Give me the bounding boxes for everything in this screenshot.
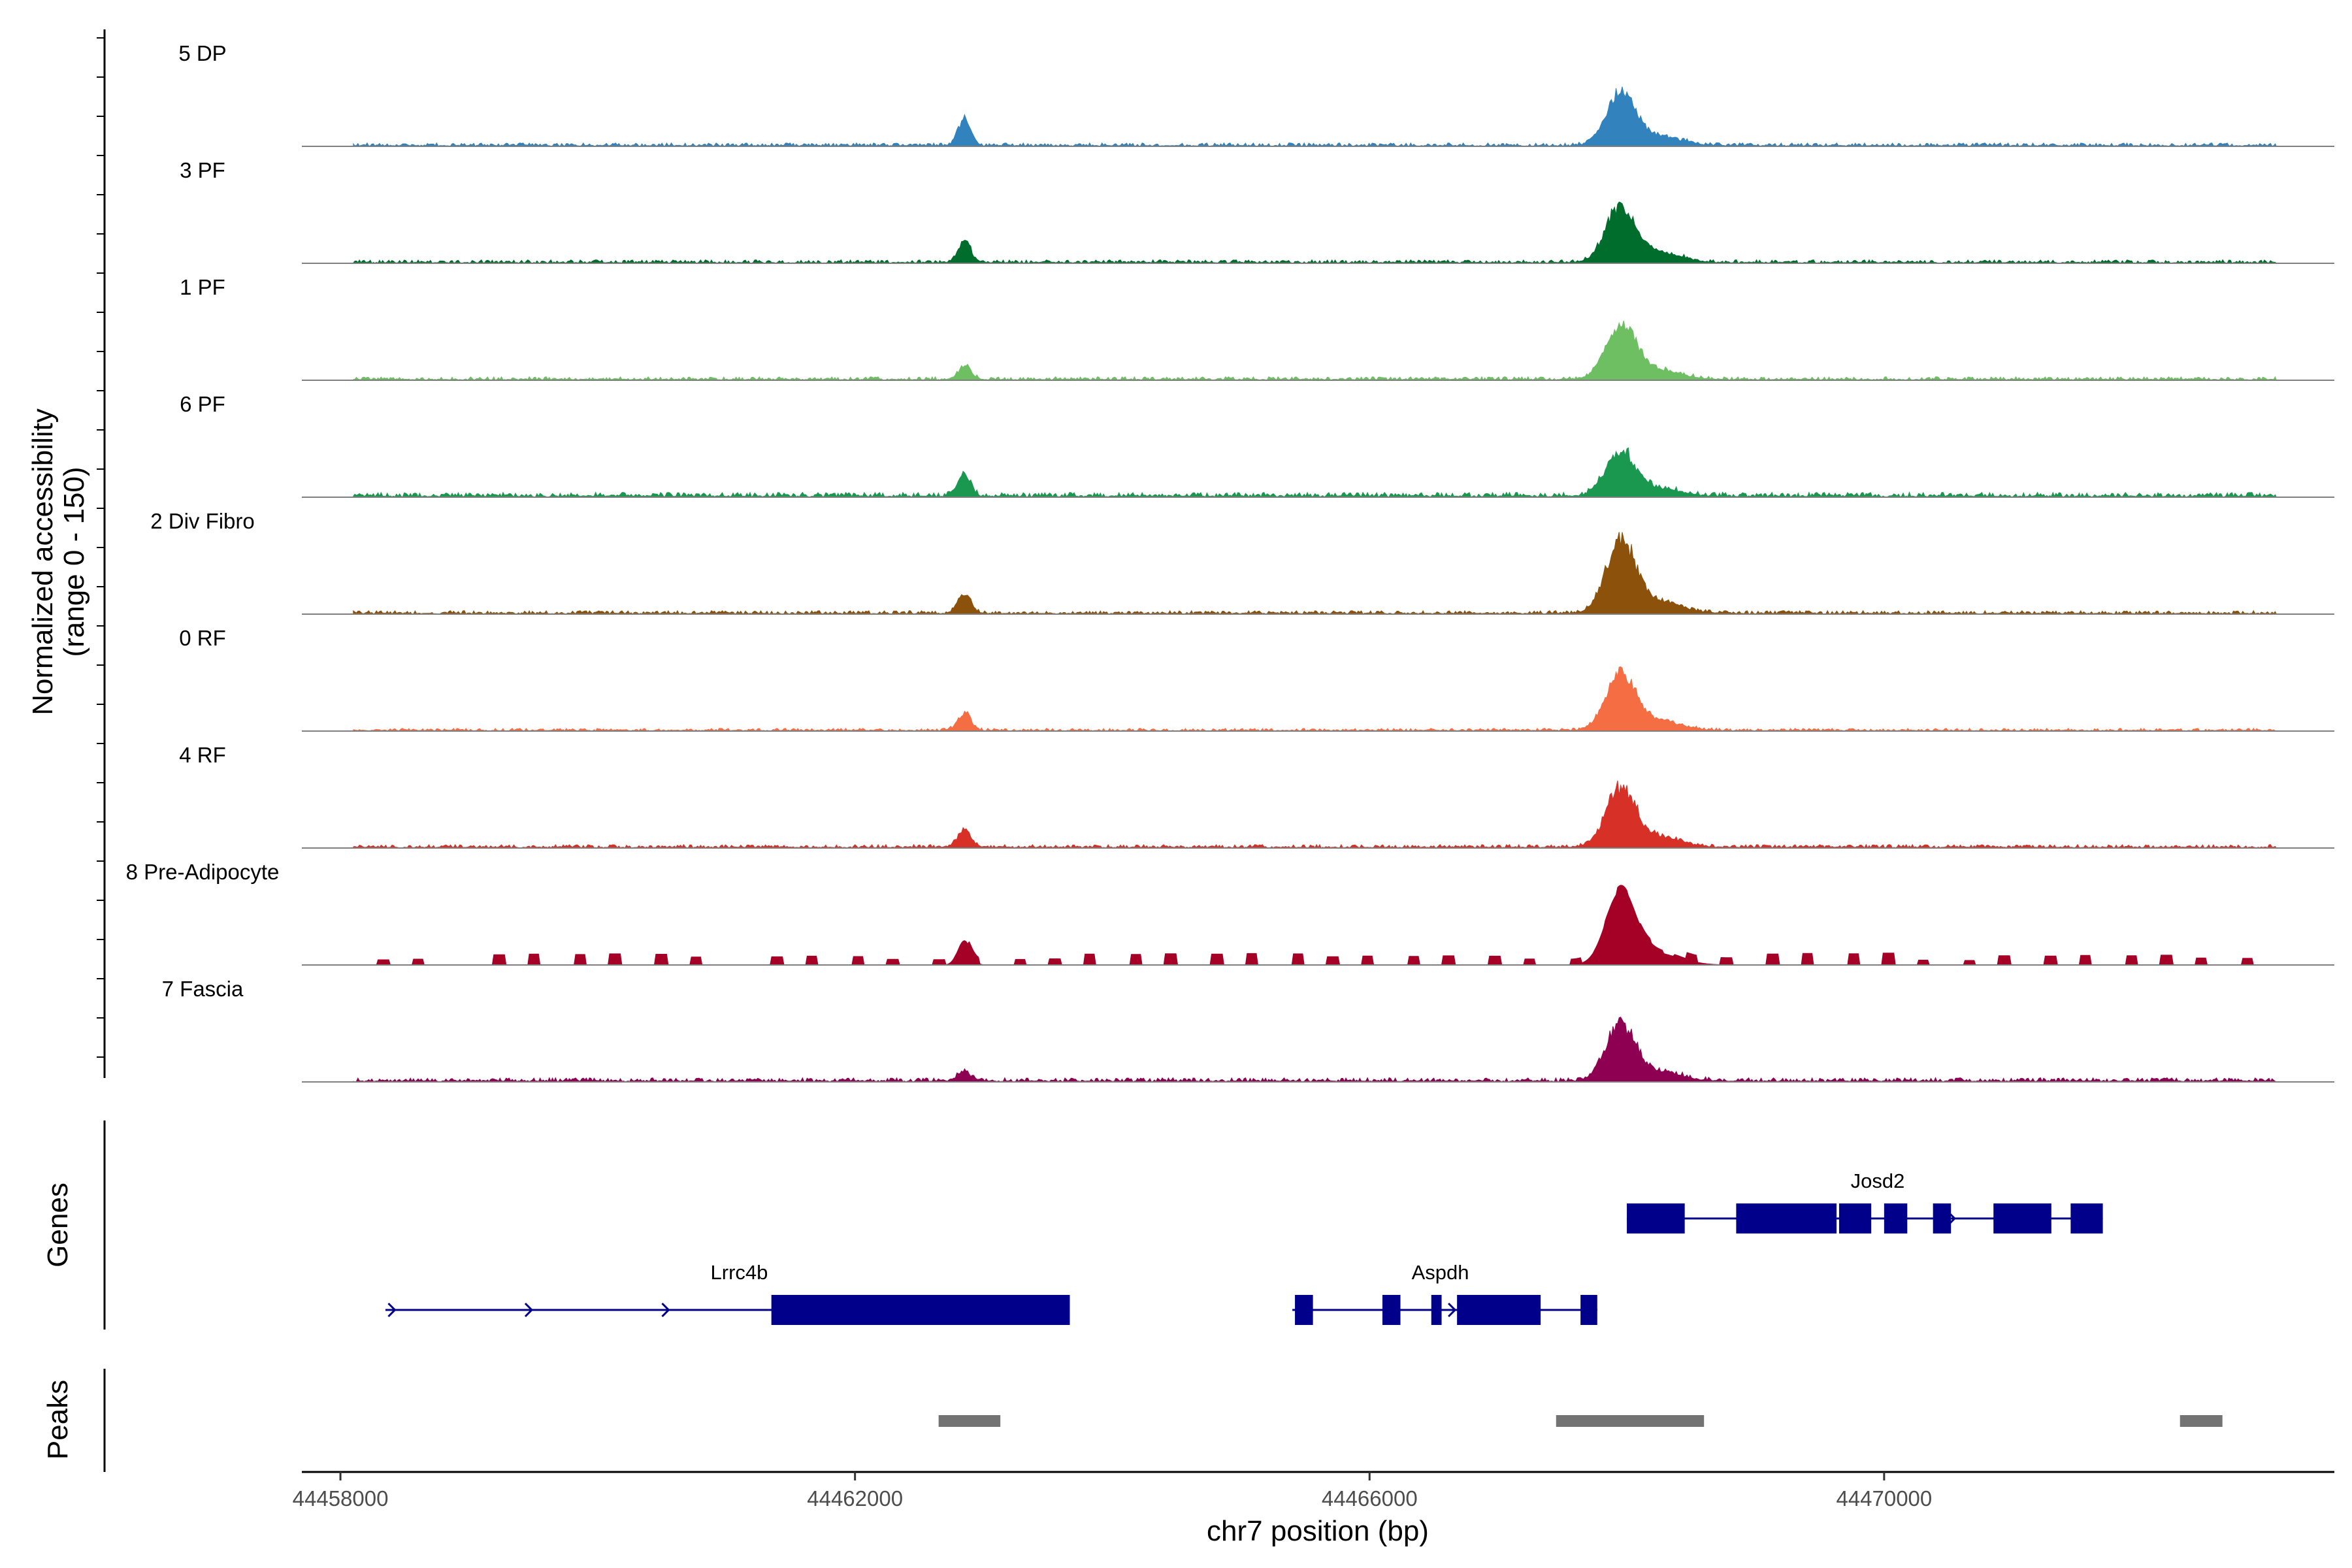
track-3: 6 PF	[180, 392, 2334, 498]
gene-josd2: Josd2	[1627, 1169, 2103, 1233]
coverage-area	[353, 666, 2277, 732]
peak-region	[1556, 1415, 1705, 1427]
track-label: 5 DP	[178, 41, 226, 65]
peaks-panel-label: Peaks	[42, 1380, 74, 1460]
gene-aspdh: Aspdh	[1292, 1261, 1597, 1325]
gene-exon	[1627, 1203, 1685, 1233]
y-axis-title-line2: (range 0 - 150)	[58, 466, 90, 657]
x-tick-label: 44462000	[807, 1486, 903, 1511]
gene-exon	[1457, 1295, 1541, 1325]
gene-exon	[1933, 1203, 1952, 1233]
peak-region	[938, 1415, 1001, 1427]
coverage-area	[353, 201, 2278, 264]
track-label: 6 PF	[180, 392, 225, 416]
track-label: 7 Fascia	[162, 977, 244, 1001]
x-axis-ticks: 44458000 44462000 44466000 44470000	[293, 1472, 1932, 1511]
genes-panel-label: Genes	[42, 1183, 74, 1267]
gene-exon	[1736, 1203, 1837, 1233]
track-label: 1 PF	[180, 275, 225, 299]
x-tick-label: 44466000	[1322, 1486, 1418, 1511]
coverage-area	[353, 532, 2278, 615]
track-1: 3 PF	[180, 158, 2334, 264]
gene-exon	[771, 1295, 1070, 1325]
track-5: 0 RF	[179, 626, 2334, 732]
track-label: 0 RF	[179, 626, 226, 650]
strand-arrow	[1448, 1302, 1457, 1318]
x-tick-label: 44470000	[1836, 1486, 1932, 1511]
coverage-area	[353, 1017, 2277, 1083]
gene-exon	[1431, 1295, 1442, 1325]
coverage-tracks: 5 DP 3 PF 1 PF 6 PF 2 Div Fibro 0 RF 4 RF 8 Pre…	[126, 41, 2334, 1083]
coverage-area	[353, 885, 2277, 966]
gene-label: Aspdh	[1412, 1261, 1469, 1284]
x-axis-title: chr7 position (bp)	[1207, 1515, 1429, 1547]
gene-exon	[1838, 1203, 1872, 1233]
gene-exon	[1295, 1295, 1313, 1325]
coverage-area	[353, 447, 2278, 498]
peak-region	[2180, 1415, 2223, 1427]
coverage-area	[353, 320, 2278, 381]
track-label: 8 Pre-Adipocyte	[126, 860, 280, 884]
coverage-area	[353, 86, 2278, 147]
gene-exon	[1993, 1203, 2051, 1233]
gene-label: Lrrc4b	[711, 1261, 768, 1284]
x-tick-label: 44458000	[293, 1486, 389, 1511]
gene-exon	[1580, 1295, 1597, 1325]
gene-exon	[2070, 1203, 2103, 1233]
strand-arrow	[387, 1302, 397, 1318]
coverage-area	[353, 780, 2278, 849]
track-8: 7 Fascia	[162, 977, 2334, 1083]
gene-exon	[1382, 1295, 1401, 1325]
gene-label: Josd2	[1851, 1169, 1905, 1192]
track-0: 5 DP	[178, 41, 2334, 147]
gene-lrrc4b: Lrrc4b	[385, 1261, 1070, 1325]
strand-arrow	[524, 1302, 534, 1318]
gene-exon	[1884, 1203, 1908, 1233]
strand-arrow	[661, 1302, 670, 1318]
peak-regions	[938, 1415, 2223, 1427]
track-label: 2 Div Fibro	[150, 509, 255, 533]
track-2: 1 PF	[180, 275, 2334, 381]
gene-annotations: Josd2 Lrrc4b Aspdh	[385, 1169, 2103, 1325]
coverage-y-ticks	[97, 37, 105, 1058]
track-7: 8 Pre-Adipocyte	[126, 860, 2334, 966]
track-label: 4 RF	[179, 743, 226, 767]
track-6: 4 RF	[179, 743, 2334, 849]
track-label: 3 PF	[180, 158, 225, 182]
y-axis-title-line1: Normalized accessibility	[27, 408, 59, 715]
track-4: 2 Div Fibro	[150, 509, 2334, 615]
